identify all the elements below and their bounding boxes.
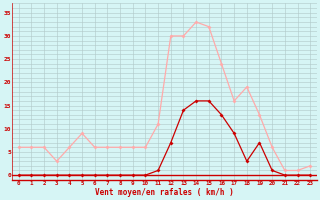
- X-axis label: Vent moyen/en rafales ( km/h ): Vent moyen/en rafales ( km/h ): [95, 188, 234, 197]
